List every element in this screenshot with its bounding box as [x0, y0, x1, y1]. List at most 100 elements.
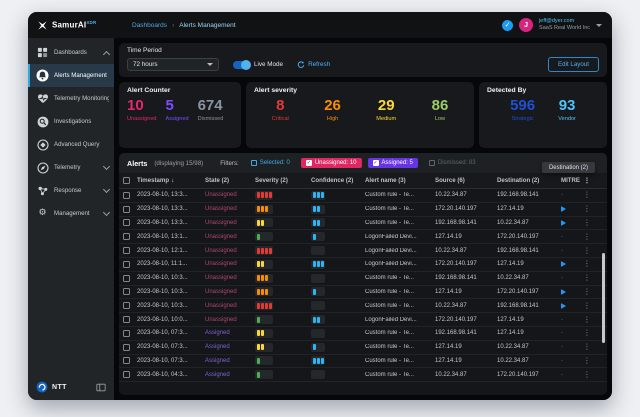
stat-label: Unassigned: [127, 115, 157, 122]
alert-table-row[interactable]: 2023-08-10, 07:3... Assigned Custom rule -…: [119, 355, 607, 369]
sidebar-item-dashboards[interactable]: Dashboards: [28, 41, 114, 64]
sidebar-item-investigations[interactable]: Investigations: [28, 110, 114, 133]
level-indicator: [311, 328, 325, 338]
row-checkbox[interactable]: [123, 371, 130, 379]
app-logo[interactable]: SamurAIXDR: [28, 20, 114, 31]
row-checkbox[interactable]: [123, 274, 130, 282]
column-header-destination[interactable]: Destination (2): [497, 177, 540, 184]
row-menu-kebab-icon[interactable]: ⋮: [583, 342, 591, 352]
column-header-state[interactable]: State (2): [205, 177, 230, 184]
sidebar-item-response[interactable]: Response: [28, 179, 114, 202]
cell-mitre: -: [561, 317, 581, 323]
sidebar-collapse-icon[interactable]: [96, 383, 106, 392]
mitre-empty: -: [561, 233, 563, 240]
alert-table-row[interactable]: 2023-08-10, 07:3... Assigned Custom rule -…: [119, 341, 607, 355]
row-checkbox[interactable]: [123, 191, 130, 199]
alert-table-row[interactable]: 2023-08-10, 10:3... Unassigned Custom rule…: [119, 286, 607, 300]
row-checkbox[interactable]: [123, 219, 130, 227]
row-checkbox[interactable]: [123, 233, 130, 241]
alert-table-row[interactable]: 2023-08-10, 04:3... Assigned Custom rule -…: [119, 368, 607, 383]
alert-table-row[interactable]: 2023-08-10, 10:3... Unassigned Custom rule…: [119, 299, 607, 314]
mitre-arrow-icon[interactable]: [561, 206, 566, 213]
sidebar-item-management[interactable]: ⚙ Management: [28, 202, 114, 225]
user-menu-chevron-icon[interactable]: [596, 23, 602, 27]
sidebar-item-advanced-query[interactable]: Advanced Query: [28, 133, 114, 156]
alert-table-row[interactable]: 2023-08-10, 11:1... Unassigned LogonFailed…: [119, 258, 607, 272]
alert-table-row[interactable]: 2023-08-10, 07:3... Assigned Custom rule -…: [119, 327, 607, 341]
row-checkbox[interactable]: [123, 260, 130, 268]
row-checkbox[interactable]: [123, 343, 130, 351]
alert-table-row[interactable]: 2023-08-10, 13:3... Unassigned Custom rule…: [119, 189, 607, 203]
row-menu-kebab-icon[interactable]: ⋮: [583, 190, 591, 200]
cell-source: 10.22.34.87: [435, 247, 467, 254]
row-menu-kebab-icon[interactable]: ⋮: [583, 286, 591, 296]
filter-chip-assigned[interactable]: ✓ Assigned: 5: [367, 158, 418, 168]
refresh-button[interactable]: Refresh: [297, 60, 330, 69]
row-menu-kebab-icon[interactable]: ⋮: [583, 273, 591, 283]
cell-mitre: -: [561, 344, 581, 350]
row-checkbox[interactable]: [123, 205, 130, 213]
alert-table-row[interactable]: 2023-08-10, 10:3... Unassigned Custom rule…: [119, 272, 607, 286]
alert-table-row[interactable]: 2023-08-10, 10:0... Unassigned LogonFailed…: [119, 313, 607, 327]
sidebar-item-alerts-management[interactable]: Alerts Management: [28, 64, 114, 87]
destination-column-ghost-chip[interactable]: Destination (2): [541, 162, 595, 173]
select-all-checkbox[interactable]: [123, 177, 130, 184]
mitre-arrow-icon[interactable]: [561, 219, 566, 226]
cell-destination: 172.20.140.197: [497, 288, 539, 295]
row-checkbox[interactable]: [123, 247, 130, 255]
verified-check-icon[interactable]: ✓: [502, 19, 514, 31]
column-header-source[interactable]: Source (6): [435, 177, 465, 184]
edit-layout-button[interactable]: Edit Layout: [548, 57, 599, 72]
alert-table-row[interactable]: 2023-08-10, 13:1... Unassigned LogonFailed…: [119, 230, 607, 245]
row-checkbox[interactable]: [123, 302, 130, 310]
avatar[interactable]: J: [519, 18, 534, 32]
breadcrumb-dashboards[interactable]: Dashboards: [132, 21, 168, 29]
row-menu-kebab-icon[interactable]: ⋮: [583, 259, 591, 269]
app-window: SamurAIXDR Dashboards › Alerts Managemen…: [28, 12, 612, 400]
row-menu-kebab-icon[interactable]: ⋮: [583, 355, 591, 365]
alert-table-row[interactable]: 2023-08-10, 13:3... Unassigned Custom rule…: [119, 203, 607, 217]
row-checkbox[interactable]: [123, 329, 130, 337]
filter-chip-selected[interactable]: Selected: 0: [246, 158, 295, 168]
column-header-severity[interactable]: Severity (2): [255, 177, 288, 184]
row-menu-kebab-icon[interactable]: ⋮: [583, 369, 591, 379]
sidebar-item-telemetry-monitoring[interactable]: Telemetry Monitoring: [28, 87, 114, 110]
table-menu-kebab-icon[interactable]: ⋮: [583, 175, 591, 185]
filter-chip-dismissed[interactable]: Dismissed: 83: [424, 158, 481, 168]
table-scrollbar[interactable]: [601, 253, 605, 343]
row-checkbox[interactable]: [123, 288, 130, 296]
mitre-arrow-icon[interactable]: [561, 288, 566, 295]
filter-chip-label: Unassigned: 10: [314, 160, 357, 166]
stat-value: 86: [431, 97, 449, 114]
row-menu-kebab-icon[interactable]: ⋮: [583, 328, 591, 338]
filter-chip-unassigned[interactable]: ✓ Unassigned: 10: [300, 158, 362, 168]
row-menu-kebab-icon[interactable]: ⋮: [583, 245, 591, 255]
alert-table-row[interactable]: 2023-08-10, 13:3... Unassigned Custom rule…: [119, 217, 607, 231]
column-header-confidence[interactable]: Confidence (2): [311, 177, 354, 184]
sidebar-item-telemetry[interactable]: Telemetry: [28, 156, 114, 179]
row-checkbox[interactable]: [123, 316, 130, 324]
alert-counter-stats: 10 Unassigned 5 Assigned 674 Dismissed: [127, 97, 233, 122]
row-menu-kebab-icon[interactable]: ⋮: [583, 231, 591, 241]
row-menu-kebab-icon[interactable]: ⋮: [583, 204, 591, 214]
cell-timestamp: 2023-08-10, 11:1...: [137, 261, 188, 268]
cell-state: Assigned: [205, 344, 230, 351]
cell-destination: 172.20.140.197: [497, 371, 539, 378]
column-header-alert-name[interactable]: Alert name (3): [365, 177, 406, 184]
mitre-empty: -: [561, 371, 563, 378]
row-menu-kebab-icon[interactable]: ⋮: [583, 217, 591, 227]
column-header-timestamp[interactable]: Timestamp ↓: [137, 177, 175, 184]
live-mode-toggle[interactable]: [233, 59, 251, 70]
breadcrumb-alerts-management[interactable]: Alerts Management: [179, 21, 236, 29]
cell-destination: 127.14.19: [497, 206, 524, 213]
mitre-arrow-icon[interactable]: [561, 261, 566, 268]
mitre-arrow-icon[interactable]: [561, 302, 566, 309]
row-menu-kebab-icon[interactable]: ⋮: [583, 314, 591, 324]
checked-checkbox-icon: ✓: [372, 159, 379, 166]
alert-table-row[interactable]: 2023-08-10, 12:1... Unassigned LogonFailed…: [119, 244, 607, 258]
column-header-mitre[interactable]: MITRE: [561, 177, 580, 184]
row-checkbox[interactable]: [123, 357, 130, 365]
time-period-select[interactable]: 72 hours: [127, 58, 219, 71]
table-body: 2023-08-10, 13:3... Unassigned Custom rule…: [119, 189, 607, 395]
row-menu-kebab-icon[interactable]: ⋮: [583, 300, 591, 310]
